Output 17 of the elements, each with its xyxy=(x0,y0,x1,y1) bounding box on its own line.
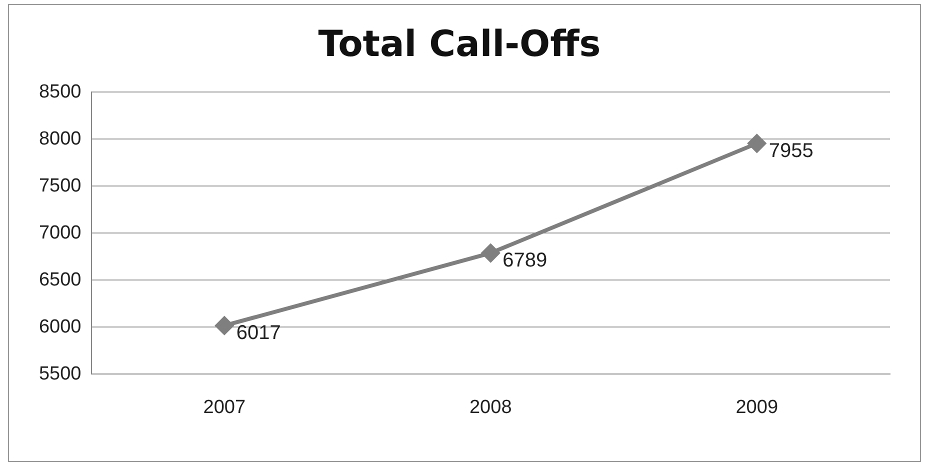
y-tick-label: 7000 xyxy=(38,222,82,244)
y-tick-label: 6000 xyxy=(38,316,82,338)
chart-title: Total Call-Offs xyxy=(318,24,601,65)
y-tick-label: 7500 xyxy=(38,175,82,196)
point xyxy=(215,316,234,335)
x-tick-label: 2009 xyxy=(736,396,778,418)
data-label: 6017 xyxy=(236,322,281,344)
point xyxy=(482,244,500,262)
y-tick-label: 8500 xyxy=(38,81,82,102)
y-tick-label: 6500 xyxy=(38,269,82,290)
point xyxy=(748,134,766,152)
y-tick-label: 5500 xyxy=(38,363,82,384)
data-label: 7955 xyxy=(768,140,814,162)
x-tick-label: 2007 xyxy=(203,396,246,418)
data-label: 6789 xyxy=(502,250,548,272)
y-tick-label: 8000 xyxy=(38,128,82,150)
x-tick-label: 2008 xyxy=(469,396,512,418)
